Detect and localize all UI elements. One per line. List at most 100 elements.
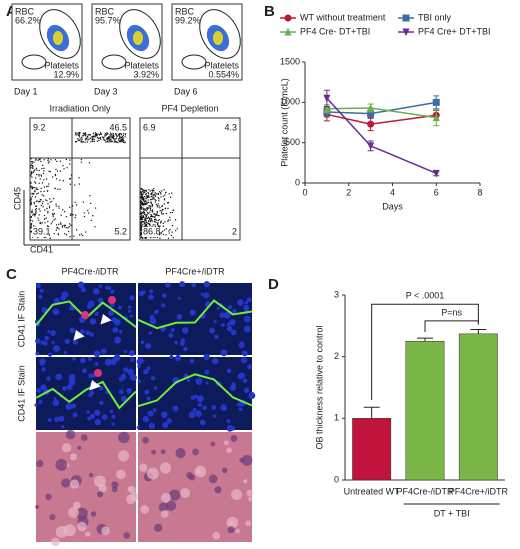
he-cell [88,472,94,478]
nucleus [200,292,204,296]
dot [47,212,49,214]
dot [119,140,121,142]
dot [118,139,120,142]
dot [161,210,163,212]
nucleus [166,418,173,424]
dot [142,218,144,221]
nucleus [128,349,135,357]
dot [106,137,108,139]
dot [113,134,115,136]
nucleus [53,297,60,304]
dot [157,193,159,196]
dot [151,215,153,217]
dot [33,201,35,203]
nucleus [190,395,196,400]
y-tick-label: 2 [334,351,339,361]
dot [145,192,147,195]
nucleus [182,327,189,334]
dot [41,164,44,166]
dot [49,198,51,200]
dot [147,207,149,209]
nucleus [110,289,115,294]
nucleus [191,283,196,288]
rbc-label: RBC [175,6,195,16]
nucleus [170,328,175,332]
dot [146,217,149,219]
dot [42,206,44,208]
nucleus [68,373,76,381]
dot [159,207,161,209]
dot [77,139,79,141]
dot [115,137,117,140]
dot [78,134,81,136]
dot [36,173,38,176]
dot [148,205,150,207]
dot [60,222,62,224]
nucleus [100,348,107,355]
nucleus [53,416,60,422]
dot [34,190,36,192]
nucleus [150,376,156,381]
nucleus [111,317,117,323]
nucleus [197,402,202,407]
row-label: CD41 IF Stain [16,291,26,348]
dot [141,228,143,230]
dot [52,197,55,200]
he-cell [111,481,119,489]
he-cell [169,489,181,501]
dot [30,216,32,218]
dot [30,226,32,228]
dot [82,132,84,134]
dot [140,222,142,225]
dot [141,188,143,190]
dot [33,170,35,172]
dot [116,136,118,138]
dot [39,158,41,160]
dot [106,138,108,140]
dot [140,212,142,214]
nucleus [168,332,174,338]
quad-value: 86.8 [143,226,161,236]
dot [153,193,155,196]
dot [141,221,143,223]
dot [58,207,60,209]
dot [64,211,66,213]
dot [50,159,52,161]
annotation: P=ns [441,307,462,317]
dot [142,200,144,202]
dot [108,139,110,141]
dot [30,185,32,187]
he-cell [221,467,228,474]
dot [145,217,147,220]
dot [79,133,81,135]
dot [87,209,89,212]
dot [157,206,159,208]
dot [154,215,156,218]
dot [91,135,93,138]
dot [145,195,148,197]
dot [154,192,156,194]
dot [94,226,96,228]
nucleus [183,346,188,352]
nucleus [223,311,231,319]
dot [104,139,106,141]
nucleus [88,393,93,398]
dot [61,225,64,227]
dot [84,133,86,135]
dot [144,191,146,193]
dot [174,219,177,221]
dot [146,201,148,204]
dot [48,183,50,185]
dot [144,222,146,224]
dot [107,133,109,135]
dot [157,223,159,225]
dot [35,205,38,207]
dot [30,164,32,166]
nucleus [51,341,55,345]
nucleus [92,288,100,295]
dot [51,221,53,223]
dot [143,203,146,206]
dot [176,228,178,230]
label-bg [32,123,49,133]
dot [111,136,113,138]
